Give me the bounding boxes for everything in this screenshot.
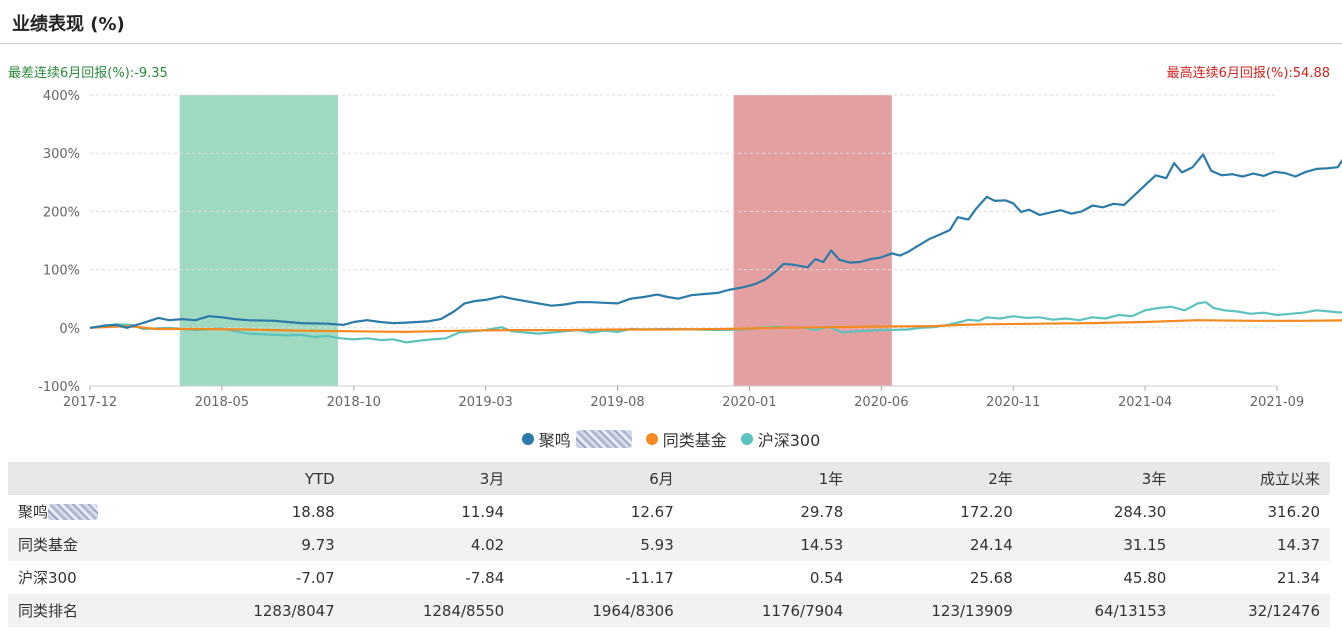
table-row: 沪深300 -7.07 -7.84 -11.17 0.54 25.68 45.8… (8, 561, 1330, 594)
table-cell: 9.73 (301, 535, 335, 554)
table-cell: -11.17 (625, 568, 674, 587)
y-tick-label: 400% (43, 89, 80, 104)
table-cell: 5.93 (640, 535, 674, 554)
table-cell: 172.20 (960, 502, 1013, 521)
table-cell: 12.67 (630, 502, 674, 521)
table-cell: 32/12476 (1248, 601, 1320, 620)
section-header: 业绩表现 (%) (0, 0, 1342, 44)
table-row: 同类排名 1283/8047 1284/8550 1964/8306 1176/… (8, 594, 1330, 627)
table-cell: 21.34 (1277, 568, 1320, 587)
table-header-cell: 1年 (818, 470, 844, 488)
table-row: 聚鸣 18.88 11.94 12.67 29.78 172.20 284.30… (8, 495, 1330, 528)
table-cell: 11.94 (461, 502, 505, 521)
table-cell: 4.02 (470, 535, 505, 554)
legend-dot-fund (521, 433, 534, 445)
x-tick-label: 2021-04 (1118, 395, 1172, 410)
table-row-label: 同类排名 (18, 602, 79, 620)
redacted-name-blur (575, 430, 632, 448)
legend-dot-index (740, 433, 753, 445)
table-cell: 25.68 (969, 568, 1013, 587)
table-cell: -7.07 (295, 568, 335, 587)
peer-series-line (89, 319, 1342, 333)
table-header-cell: 6月 (649, 470, 674, 488)
chart-legend: 聚鸣 同类基金 沪深300 (0, 426, 1342, 452)
table-header-cell (8, 462, 175, 495)
table-cell: -7.84 (465, 568, 505, 587)
table-cell: 316.20 (1267, 502, 1321, 521)
legend-item-fund[interactable]: 聚鸣 (521, 427, 632, 451)
y-tick-label: 300% (43, 147, 80, 162)
table-cell: 14.53 (800, 535, 844, 554)
table-cell: 1284/8550 (422, 601, 505, 620)
section-title: 业绩表现 (%) (12, 14, 125, 35)
legend-label-fund: 聚鸣 (538, 431, 571, 450)
x-tick-label: 2021-09 (1250, 395, 1304, 410)
best-6m-return-note: 最高连续6月回报(%):54.88 (1166, 66, 1330, 81)
table-header-cell: YTD (304, 469, 335, 488)
table-cell: 123/13909 (931, 601, 1013, 620)
y-tick-label: 200% (43, 205, 80, 220)
table-cell: 1176/7904 (761, 601, 844, 620)
table-row-label: 聚鸣 (8, 495, 175, 528)
x-tick-label: 2018-10 (327, 395, 381, 410)
x-tick-label: 2019-08 (590, 395, 644, 410)
y-tick-label: -100% (38, 380, 80, 395)
legend-dot-peer (645, 433, 658, 445)
y-tick-label: 100% (43, 264, 80, 279)
x-tick-label: 2019-03 (459, 395, 513, 410)
x-tick-label: 2020-06 (854, 395, 908, 410)
x-tick-label: 2020-01 (722, 395, 776, 410)
table-cell: 14.37 (1277, 535, 1320, 554)
table-cell: 45.80 (1123, 568, 1167, 587)
table-header-cell: 2年 (988, 470, 1013, 488)
table-cell: 18.88 (291, 502, 335, 521)
legend-label-peer: 同类基金 (662, 431, 727, 450)
fund-series-line (89, 153, 1342, 329)
fund-name-text: 聚鸣 (18, 503, 49, 521)
table-cell: 29.78 (800, 502, 844, 521)
x-tick-label: 2018-05 (195, 395, 249, 410)
x-tick-label: 2020-11 (986, 395, 1040, 410)
table-cell: 1283/8047 (253, 601, 335, 620)
legend-item-index[interactable]: 沪深300 (740, 427, 821, 451)
table-cell: 284.30 (1113, 502, 1167, 521)
performance-table: YTD 3月 6月 1年 2年 3年 成立以来 聚鸣 18.88 11.94 1… (8, 462, 1330, 627)
performance-line-chart: 400% 300% 200% 100% 0% -100%2017-12 2018-05 201… (38, 89, 1342, 410)
table-cell: 24.14 (969, 535, 1013, 554)
worst-6m-shaded-region (179, 95, 338, 386)
table-row-label: 同类基金 (18, 536, 79, 554)
table-header-cell: 成立以来 (1259, 470, 1320, 488)
table-header-cell: 3年 (1141, 470, 1167, 488)
table-cell: 64/13153 (1094, 601, 1167, 620)
table-cell: 31.15 (1123, 535, 1167, 554)
table-row-label: 沪深300 (18, 569, 77, 587)
table-header-cell: 3月 (479, 470, 505, 488)
table-row: 同类基金 9.73 4.02 5.93 14.53 24.14 31.15 14… (8, 528, 1330, 561)
table-cell: 1964/8306 (592, 601, 674, 620)
y-tick-label: 0% (59, 322, 80, 337)
best-6m-shaded-region (733, 95, 892, 386)
legend-label-index: 沪深300 (757, 431, 821, 450)
x-tick-label: 2017-12 (63, 395, 117, 410)
worst-6m-return-note: 最差连续6月回报(%):-9.35 (8, 66, 168, 81)
table-header-row: YTD 3月 6月 1年 2年 3年 成立以来 (8, 462, 1330, 495)
redacted-name-blur (48, 503, 99, 520)
table-cell: 0.54 (809, 568, 844, 587)
legend-item-peer[interactable]: 同类基金 (645, 427, 727, 451)
